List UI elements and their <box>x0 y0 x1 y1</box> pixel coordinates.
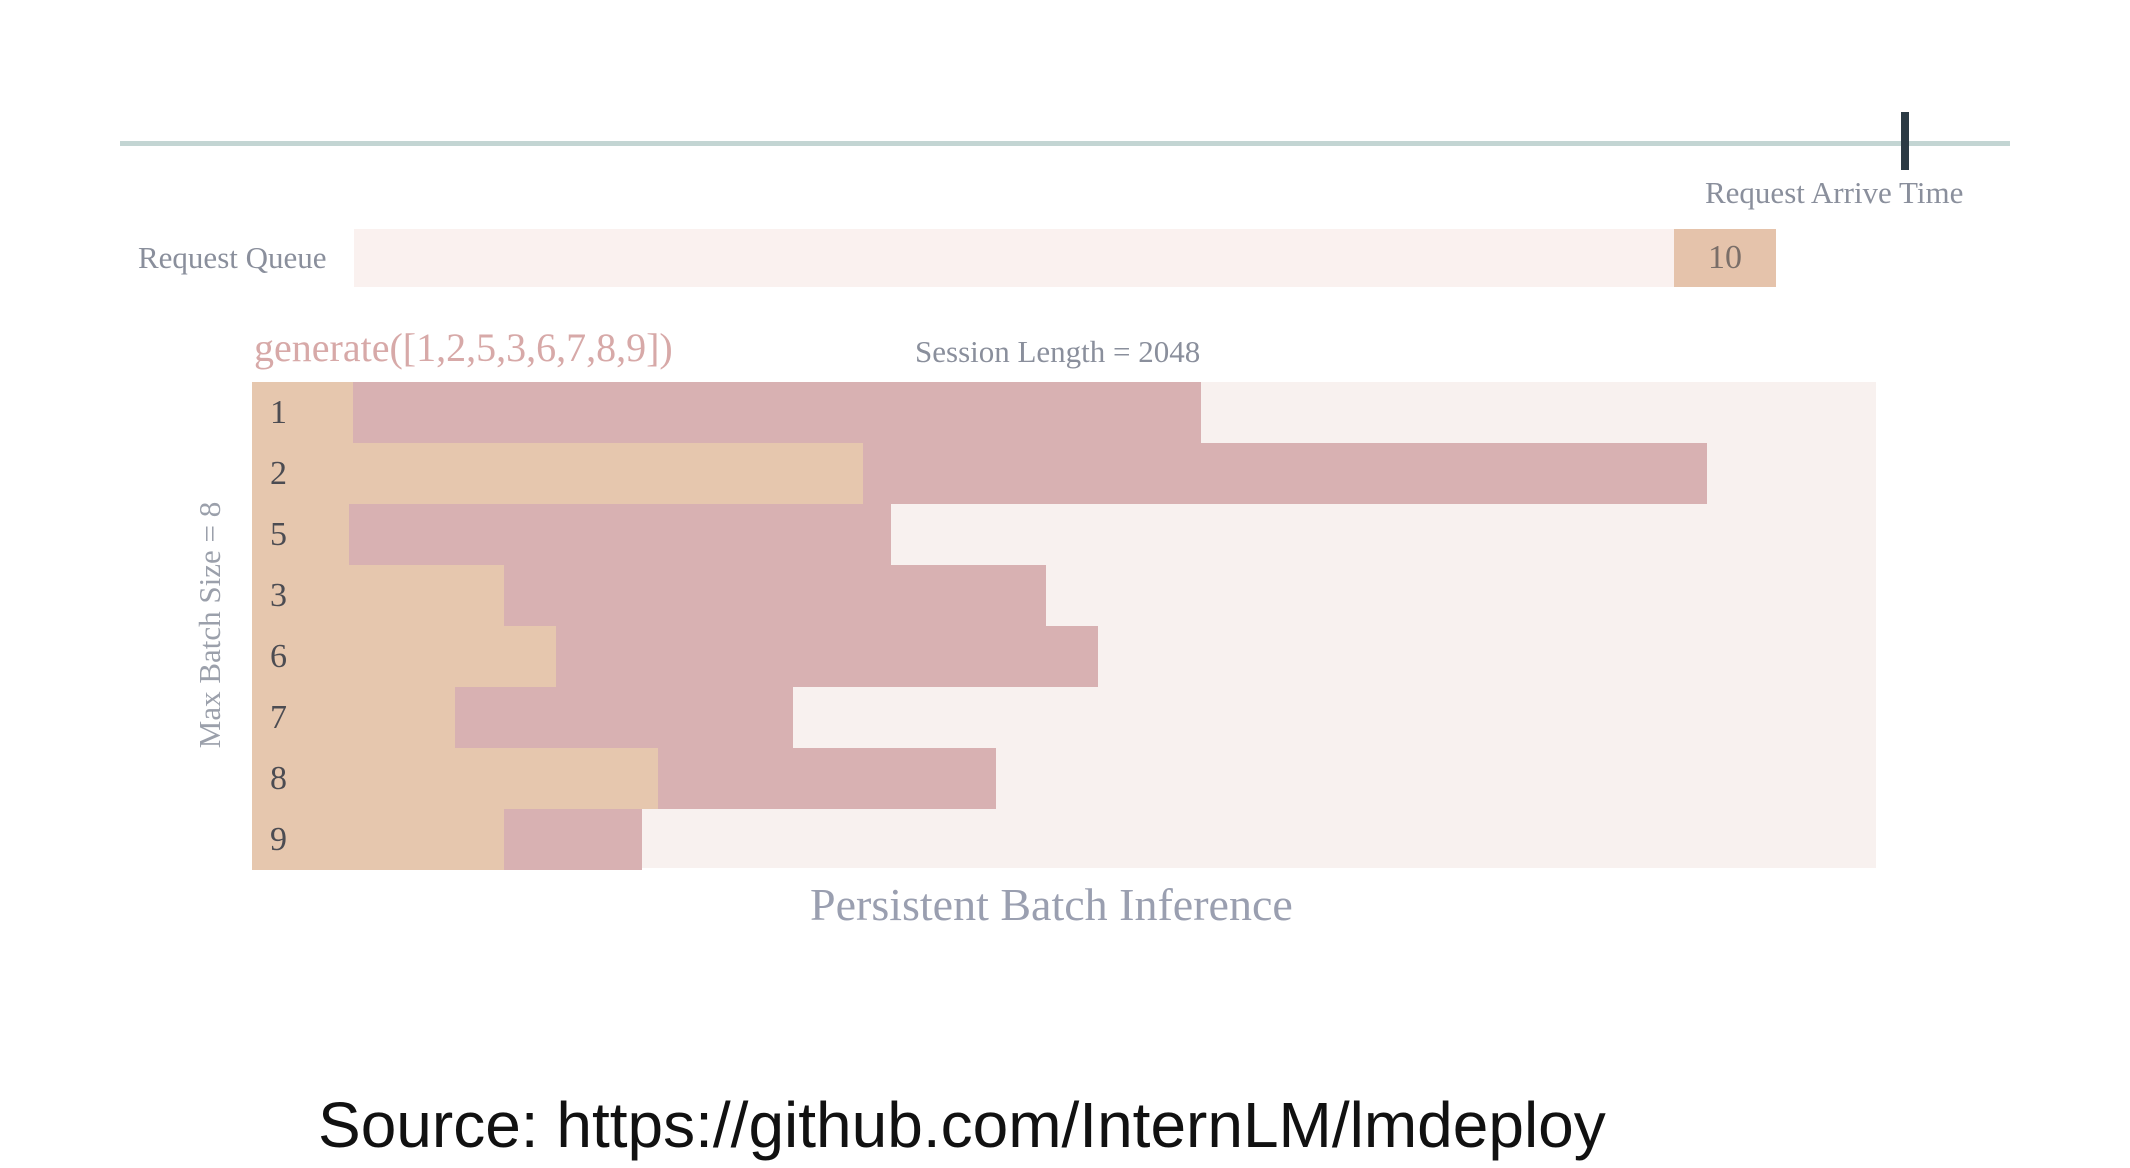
decode-segment <box>349 504 891 565</box>
batch-slot-row: 9 <box>252 809 1876 870</box>
prefill-segment <box>252 809 504 870</box>
prefill-segment <box>252 565 504 626</box>
slot-request-id: 3 <box>270 576 287 614</box>
decode-segment <box>353 382 1201 443</box>
decode-segment <box>863 443 1707 504</box>
max-batch-size-label: Max Batch Size = 8 <box>192 501 227 749</box>
timeline-marker <box>1901 112 1909 170</box>
slot-request-id: 5 <box>270 515 287 553</box>
prefill-segment <box>252 504 349 565</box>
decode-segment <box>455 687 793 748</box>
generate-call: generate([1,2,5,3,6,7,8,9]) <box>254 325 673 370</box>
batch-slot-row: 3 <box>252 565 1876 626</box>
timeline-label: Request Arrive Time <box>1705 175 1964 210</box>
prefill-segment <box>252 626 556 687</box>
decode-segment <box>504 565 1046 626</box>
slot-request-id: 2 <box>270 454 287 492</box>
session-length-label: Session Length = 2048 <box>915 334 1201 369</box>
decode-segment <box>658 748 996 809</box>
batch-slot-row: 1 <box>252 382 1876 443</box>
batch-slot-row: 8 <box>252 748 1876 809</box>
diagram-caption: Persistent Batch Inference <box>810 879 1293 930</box>
arrival-timeline <box>120 141 2010 146</box>
request-queue-bar <box>354 229 1776 287</box>
queue-label: Request Queue <box>138 240 327 275</box>
batch-slot-grid: 1 2 5 3 6 7 8 9 <box>252 382 1876 870</box>
slot-request-id: 8 <box>270 759 287 797</box>
slot-request-id: 9 <box>270 820 287 858</box>
source-citation: Source: https://github.com/InternLM/lmde… <box>318 1089 1606 1161</box>
slot-request-id: 1 <box>270 393 287 431</box>
batch-slot-row: 6 <box>252 626 1876 687</box>
decode-segment <box>556 626 1098 687</box>
prefill-segment <box>252 382 353 443</box>
prefill-segment <box>252 687 455 748</box>
queue-request-item: 10 <box>1674 229 1776 287</box>
batch-slot-row: 2 <box>252 443 1876 504</box>
slot-request-id: 7 <box>270 698 287 736</box>
batch-slot-row: 7 <box>252 687 1876 748</box>
prefill-segment <box>252 443 863 504</box>
batch-slot-row: 5 <box>252 504 1876 565</box>
decode-segment <box>504 809 642 870</box>
slot-request-id: 6 <box>270 637 287 675</box>
prefill-segment <box>252 748 658 809</box>
